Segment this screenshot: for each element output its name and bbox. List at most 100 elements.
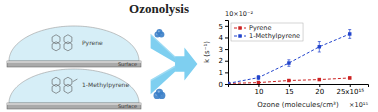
y-tick: 0 <box>219 81 228 89</box>
ring <box>64 77 72 86</box>
surface-slab <box>7 103 141 109</box>
point <box>318 45 321 48</box>
error-bar <box>348 77 351 79</box>
y-tick-label: 4 <box>219 34 224 42</box>
error-bar <box>257 76 260 80</box>
point <box>257 81 260 84</box>
ring <box>52 84 60 93</box>
point <box>257 76 260 79</box>
ring <box>64 42 72 51</box>
y-tick-mark <box>225 49 228 50</box>
y-tick: 1 <box>219 69 228 77</box>
chart-container: Ozonolysis Pyrene Surface 1-Methylpyrene Sur… <box>0 0 378 112</box>
y-tick-label: 5 <box>219 23 223 31</box>
dome-scene: 1-Methylpyrene Surface <box>7 69 141 109</box>
series-line <box>228 34 350 83</box>
x-multiplier: ×10¹⁵ <box>349 101 368 109</box>
x-tick: 10 <box>254 84 263 96</box>
error-bar <box>287 80 290 82</box>
y-axis: 0 1 2 3 4 5 <box>219 21 229 89</box>
error-bar <box>318 79 321 81</box>
error-bar <box>287 60 290 67</box>
x-tick-label: 10 <box>254 88 263 96</box>
y-tick: 2 <box>219 57 228 65</box>
point <box>348 76 351 79</box>
x-axis-title: Ozone (molecules/cm³) <box>257 101 339 109</box>
y-tick-mark <box>225 61 228 62</box>
x-axis: 10 15 20 25x10¹⁵ <box>229 84 369 96</box>
legend-swatch-marker <box>238 26 241 29</box>
point <box>287 79 290 82</box>
ring <box>52 77 60 86</box>
x-tick-mark <box>319 84 320 87</box>
arrow-head <box>175 47 197 80</box>
error-bar <box>228 82 230 84</box>
x-axis-line <box>229 85 369 88</box>
ozone-atom <box>156 29 162 35</box>
surface-label: Surface <box>118 61 137 67</box>
ozone-atom <box>156 89 163 96</box>
y-axis-line <box>225 21 229 85</box>
legend-label: 1-Methylpyrene <box>249 32 300 40</box>
ozone-highlight <box>158 91 160 93</box>
point <box>228 82 230 84</box>
x-tick: 20 <box>315 84 324 96</box>
arrow-graphic <box>151 29 198 99</box>
x-tick-label: 15 <box>285 88 294 96</box>
y-tick: 5 <box>219 23 228 31</box>
y-tick-mark <box>225 26 228 27</box>
x-tick-mark <box>350 84 351 87</box>
x-tick-label: 20 <box>315 88 324 96</box>
point <box>318 78 321 81</box>
legend-item: Pyrene <box>234 24 271 32</box>
molecule-label: 1-Methylpyrene <box>82 81 129 89</box>
y-tick: 3 <box>219 46 228 54</box>
x-tick-label: 25x10¹⁵ <box>336 88 364 96</box>
error-bar <box>348 30 351 39</box>
point <box>287 61 290 64</box>
dome <box>9 69 139 103</box>
x-tick-mark <box>258 84 259 87</box>
dome-scene: Pyrene Surface <box>7 26 141 67</box>
title: Ozonolysis <box>129 1 189 16</box>
legend-label: Pyrene <box>249 24 271 32</box>
arrow-highlight <box>151 34 175 58</box>
y-tick-mark <box>225 72 228 73</box>
error-bar <box>228 83 230 84</box>
arrow-arm <box>151 65 175 94</box>
x-tick: 25x10¹⁵ <box>336 84 364 96</box>
x-tick-mark <box>289 84 290 87</box>
ring <box>64 35 72 44</box>
error-bar <box>318 42 321 52</box>
x-tick: 15 <box>285 84 294 96</box>
methyl-stub <box>73 79 78 82</box>
y-tick-mark <box>225 84 228 85</box>
surface-slab <box>7 61 141 67</box>
y-tick-label: 0 <box>219 81 223 89</box>
ring <box>52 35 60 44</box>
y-tick: 4 <box>219 34 228 42</box>
molecule-label: Pyrene <box>82 39 103 47</box>
ring <box>52 42 60 51</box>
y-tick-label: 3 <box>219 46 223 54</box>
series-line <box>228 78 350 83</box>
arrow-highlight <box>151 65 175 81</box>
legend-item: 1-Methylpyrene <box>234 32 300 40</box>
dome <box>9 26 139 61</box>
y-axis-title: k (s⁻¹) <box>203 41 211 63</box>
illustration: Pyrene Surface 1-Methylpyrene Surface <box>7 26 141 109</box>
ozone-highlight <box>158 30 160 32</box>
ring <box>64 84 72 93</box>
y-tick-mark <box>225 37 228 38</box>
y-tick-label: 2 <box>219 57 223 65</box>
y-tick-label: 1 <box>219 69 223 77</box>
surface-label: Surface <box>118 103 137 109</box>
y-multiplier: 10×10⁻² <box>225 10 253 18</box>
point <box>348 32 351 35</box>
arrow-arm <box>151 34 175 63</box>
legend-swatch-marker <box>238 34 241 37</box>
legend: Pyrene1-Methylpyrene <box>231 23 303 41</box>
chart-svg: Ozonolysis Pyrene Surface 1-Methylpyrene Sur… <box>0 0 378 112</box>
legend-box <box>231 23 303 41</box>
point <box>228 82 230 84</box>
